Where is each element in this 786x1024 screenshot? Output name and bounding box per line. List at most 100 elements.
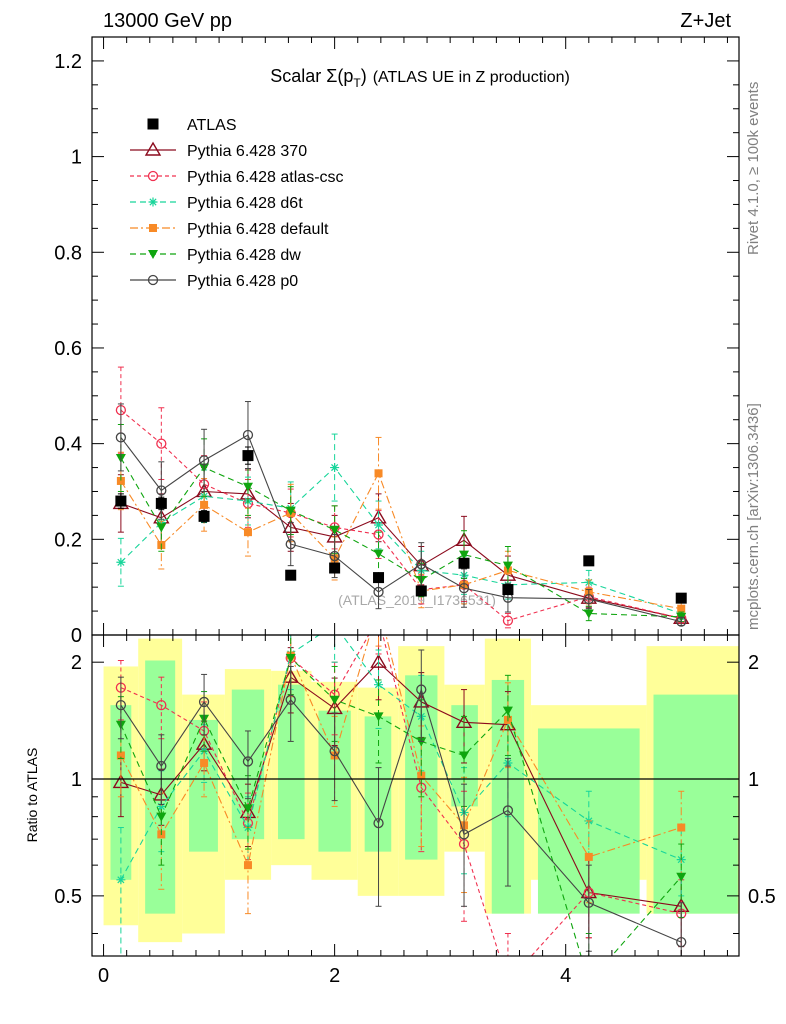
- main-point-p0-shape: [156, 485, 167, 496]
- main-point-p0: [156, 485, 167, 496]
- ratio-point-dw: [156, 812, 167, 822]
- main-point-dw-shape: [583, 609, 594, 619]
- y-tick-label-ratio-right: 1: [748, 769, 759, 791]
- main-point-default-shape: [200, 500, 209, 509]
- y-tick-label-main-zero: 0: [71, 625, 82, 647]
- main-point-atlas_csc-shape: [373, 529, 384, 540]
- main-point-d6t-shape: [116, 557, 126, 567]
- y-tick-label-main: 0.6: [54, 338, 82, 360]
- main-point-atlas-shape: [198, 510, 210, 522]
- ratio-point-p0: [156, 760, 167, 772]
- main-point-atlas-shape: [242, 450, 254, 462]
- legend-marker-default: [149, 224, 157, 232]
- legend: ATLAS Pythia 6.428 370 Pythia 6.428 atlas-…: [130, 117, 344, 290]
- legend-marker-p370: [144, 141, 162, 156]
- ratio-series-p0: [115, 649, 687, 956]
- main-point-p0: [329, 550, 340, 562]
- main-point-p0-shape: [115, 432, 127, 443]
- main-point-p0-shape: [676, 616, 687, 627]
- main-point-dw-shape: [373, 549, 384, 559]
- source-label: mcplots.cern.ch [arXiv:1306.3436]: [745, 403, 762, 630]
- legend-marker-p0-shape: [147, 274, 159, 286]
- ratio-point-dw-shape: [285, 654, 296, 664]
- ratio-point-atlas_csc: [374, 613, 383, 622]
- header-left: 13000 GeV pp: [103, 10, 232, 32]
- ratio-point-p0-shape: [502, 805, 514, 816]
- main-point-d6t: [374, 520, 384, 530]
- y-tick-label-ratio-right: 2: [748, 652, 759, 674]
- legend-item-default: Pythia 6.428 default: [130, 221, 329, 238]
- legend-item-atlas_csc: Pythia 6.428 atlas-csc: [130, 169, 344, 186]
- main-point-atlas_csc: [373, 529, 384, 540]
- ratio-point-p0-shape: [676, 936, 687, 948]
- legend-label-p0: Pythia 6.428 p0: [187, 273, 298, 290]
- legend-item-p0: Pythia 6.428 p0: [130, 273, 298, 290]
- y-tick-label-main: 0.4: [54, 434, 82, 456]
- x-tick-label: 4: [560, 965, 571, 987]
- main-point-default-shape: [374, 469, 383, 478]
- legend-label-d6t: Pythia 6.428 d6t: [187, 195, 303, 212]
- ratio-point-dw: [676, 872, 687, 882]
- ratio-point-p0: [329, 745, 340, 757]
- ratio-point-p0: [458, 829, 470, 840]
- ratio-point-atlas_csc: [156, 700, 167, 711]
- ratio-point-atlas_csc-shape: [503, 977, 512, 986]
- ratio-point-dw: [584, 978, 594, 987]
- legend-marker-p370-shape: [144, 141, 162, 156]
- main-line-d6t: [120, 466, 682, 615]
- main-line-p0: [120, 434, 682, 623]
- main-point-p0: [676, 616, 687, 627]
- main-point-dw-shape: [502, 561, 513, 571]
- legend-marker-dw-shape: [148, 250, 158, 259]
- ratio-point-p0-shape: [583, 897, 594, 908]
- main-point-p0: [373, 586, 384, 598]
- ratio-point-p0-shape: [458, 829, 470, 840]
- main-point-atlas: [155, 497, 167, 509]
- legend-label-p370: Pythia 6.428 370: [187, 143, 307, 160]
- main-point-dw: [583, 609, 594, 619]
- main-point-default: [374, 469, 383, 478]
- ratio-line-p370: [120, 661, 682, 907]
- legend-item-p370: Pythia 6.428 370: [130, 141, 307, 160]
- main-point-default-shape: [243, 528, 252, 537]
- ratio-line-dw: [120, 656, 682, 956]
- main-point-p0-shape: [458, 582, 470, 594]
- ratio-point-p0-shape: [242, 756, 254, 767]
- ratio-point-p0: [285, 694, 296, 705]
- main-point-atlas-shape: [415, 585, 427, 597]
- main-point-atlas: [329, 562, 341, 574]
- y-tick-label-main: 1: [71, 147, 82, 169]
- ratio-point-p0: [416, 684, 427, 695]
- main-point-dw: [502, 561, 513, 571]
- main-point-atlas: [198, 510, 210, 522]
- main-series-atlas: [115, 446, 687, 604]
- ratio-point-p0: [373, 817, 384, 829]
- ratio-point-default: [243, 861, 252, 870]
- ratio-point-dw: [285, 654, 296, 664]
- main-point-dw-shape: [459, 550, 470, 560]
- ratio-point-atlas_csc-shape: [156, 700, 167, 711]
- main-point-atlas: [242, 450, 254, 462]
- main-point-atlas: [115, 495, 127, 507]
- band-green: [145, 660, 176, 914]
- ratio-point-p0-shape: [198, 696, 210, 708]
- ratio-point-dw: [329, 695, 340, 705]
- ratio-point-p0-shape: [285, 694, 296, 705]
- main-point-p0: [242, 429, 254, 441]
- y-tick-label-ratio: 0.5: [54, 886, 82, 908]
- ratio-point-default: [200, 758, 209, 767]
- main-point-atlas: [285, 569, 297, 581]
- legend-marker-dw: [148, 250, 158, 259]
- x-tick-label: 0: [98, 965, 109, 987]
- ratio-point-dw-shape: [459, 751, 470, 761]
- legend-marker-atlas_csc: [147, 170, 159, 182]
- ratio-point-p0: [198, 696, 210, 708]
- main-title: Scalar Σ(pT) (ATLAS UE in Z production): [270, 66, 570, 90]
- main-point-p0-shape: [329, 550, 340, 562]
- legend-label-atlas: ATLAS: [187, 117, 237, 134]
- main-point-dw-shape: [156, 523, 167, 533]
- legend-marker-default-shape: [149, 224, 157, 232]
- ratio-plot-area: [112, 613, 690, 987]
- main-point-p0: [416, 559, 427, 570]
- ratio-line-d6t: [120, 635, 682, 881]
